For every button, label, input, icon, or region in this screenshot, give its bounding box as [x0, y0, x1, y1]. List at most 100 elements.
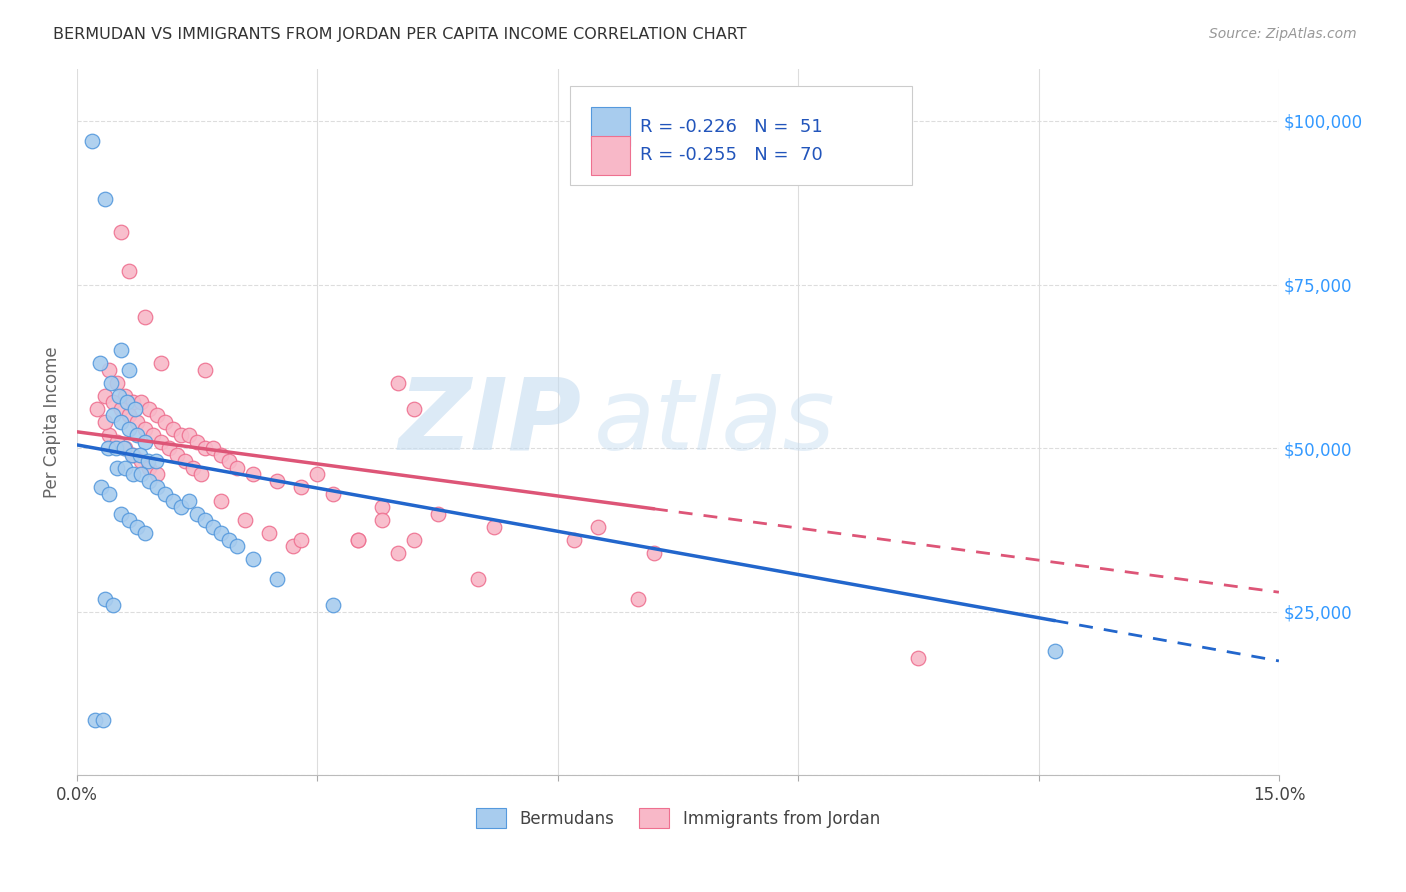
Point	[150, 356, 173, 370]
Point	[129, 395, 152, 409]
Point	[194, 513, 217, 527]
Point	[134, 310, 156, 325]
Point	[98, 428, 121, 442]
Point	[562, 533, 585, 547]
Point	[186, 507, 208, 521]
Point	[166, 448, 188, 462]
Point	[145, 454, 167, 468]
Point	[155, 487, 177, 501]
Text: BERMUDAN VS IMMIGRANTS FROM JORDAN PER CAPITA INCOME CORRELATION CHART: BERMUDAN VS IMMIGRANTS FROM JORDAN PER C…	[53, 27, 747, 42]
Point	[387, 546, 409, 560]
Point	[122, 448, 145, 462]
Point	[586, 520, 609, 534]
Point	[138, 401, 160, 416]
Point	[134, 421, 156, 435]
Point	[124, 401, 146, 416]
Point	[94, 591, 117, 606]
Point	[194, 362, 217, 376]
Point	[118, 513, 141, 527]
Point	[346, 533, 368, 547]
FancyBboxPatch shape	[592, 107, 630, 146]
Point	[202, 520, 225, 534]
Point	[146, 409, 169, 423]
Point	[186, 434, 208, 449]
FancyBboxPatch shape	[592, 136, 630, 175]
Point	[370, 500, 392, 514]
Text: atlas: atlas	[593, 374, 835, 470]
Point	[94, 193, 117, 207]
Point	[290, 533, 312, 547]
Text: R = -0.226   N =  51: R = -0.226 N = 51	[640, 119, 823, 136]
Point	[194, 441, 217, 455]
Point	[218, 454, 240, 468]
Point	[202, 441, 225, 455]
Point	[136, 454, 159, 468]
Point	[142, 428, 165, 442]
Point	[96, 441, 118, 455]
Point	[179, 493, 201, 508]
Point	[146, 467, 169, 482]
Point	[115, 395, 138, 409]
Point	[226, 540, 249, 554]
Point	[86, 401, 108, 416]
Point	[128, 448, 150, 462]
Point	[426, 507, 449, 521]
Point	[146, 480, 169, 494]
Point	[370, 513, 392, 527]
Point	[307, 467, 329, 482]
Point	[283, 540, 305, 554]
Point	[100, 376, 122, 390]
Point	[101, 599, 124, 613]
Point	[218, 533, 240, 547]
Point	[104, 441, 127, 455]
Legend: Bermudans, Immigrants from Jordan: Bermudans, Immigrants from Jordan	[470, 802, 887, 834]
Point	[107, 389, 129, 403]
Point	[110, 507, 132, 521]
Point	[101, 395, 124, 409]
Point	[129, 467, 152, 482]
Point	[122, 467, 145, 482]
Y-axis label: Per Capita Income: Per Capita Income	[44, 346, 60, 498]
Point	[643, 546, 665, 560]
Point	[129, 454, 152, 468]
Point	[170, 500, 193, 514]
Point	[122, 395, 145, 409]
Point	[346, 533, 368, 547]
Point	[105, 376, 128, 390]
Point	[209, 493, 232, 508]
Point	[110, 225, 132, 239]
Point	[290, 480, 312, 494]
Point	[90, 480, 112, 494]
Point	[134, 434, 156, 449]
Point	[190, 467, 212, 482]
FancyBboxPatch shape	[569, 87, 912, 186]
Point	[121, 448, 143, 462]
Point	[127, 428, 149, 442]
Point	[127, 415, 149, 429]
Point	[98, 362, 121, 376]
Point	[94, 415, 117, 429]
Point	[114, 460, 136, 475]
Point	[226, 460, 249, 475]
Point	[162, 421, 184, 435]
Point	[259, 526, 281, 541]
Point	[467, 572, 489, 586]
Point	[157, 441, 180, 455]
Point	[105, 434, 128, 449]
Point	[387, 376, 409, 390]
Point	[1043, 644, 1066, 658]
Point	[114, 441, 136, 455]
Point	[179, 428, 201, 442]
Point	[162, 493, 184, 508]
Point	[110, 401, 132, 416]
Point	[94, 389, 117, 403]
Point	[170, 428, 193, 442]
Point	[118, 362, 141, 376]
Point	[266, 474, 288, 488]
Point	[242, 467, 264, 482]
Point	[150, 434, 173, 449]
Point	[110, 343, 132, 357]
Point	[907, 650, 929, 665]
Point	[181, 460, 204, 475]
Point	[402, 401, 425, 416]
